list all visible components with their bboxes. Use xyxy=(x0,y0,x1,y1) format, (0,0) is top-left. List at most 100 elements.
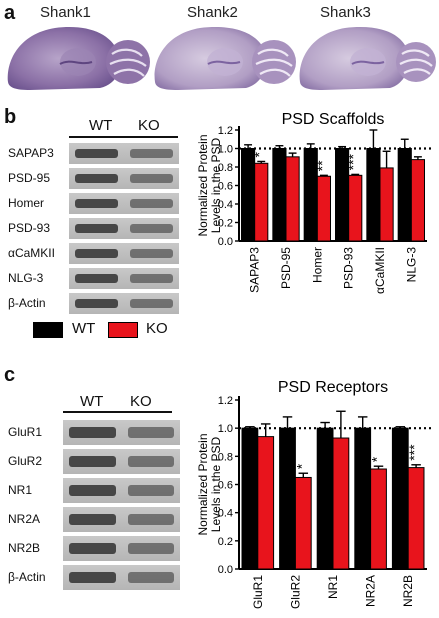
category-label: NLG-3 xyxy=(404,247,418,283)
ko-bar xyxy=(257,436,275,570)
significance-mark: * xyxy=(368,456,384,462)
panel-c-blot-label: NR2A xyxy=(8,511,41,526)
wt-bar xyxy=(354,427,372,570)
panel-c-blot-band xyxy=(69,427,116,438)
ko-bar xyxy=(370,468,387,570)
category-label: αCaMKII xyxy=(373,247,387,294)
panel-b-blot-band xyxy=(75,274,118,283)
panel-c-blot-band xyxy=(127,514,174,525)
panel-b-blot-band xyxy=(75,224,118,233)
panel-b-blot-label: Homer xyxy=(8,195,45,210)
panel-c-blot-band xyxy=(69,456,116,467)
panel-b-blot-strip xyxy=(69,218,179,239)
panel-c-letter: c xyxy=(4,364,16,386)
brain-sections-image xyxy=(7,27,436,90)
panel-b-blot-band xyxy=(130,174,173,183)
y-tick-label: 0.8 xyxy=(218,451,233,463)
significance-mark: * xyxy=(293,463,309,469)
panel-b-blot-strip xyxy=(69,268,179,289)
panel-b-ko-header: KO xyxy=(138,117,160,134)
y-tick-label: 1.2 xyxy=(218,395,233,407)
ko-bar xyxy=(410,159,425,242)
shank3-title: Shank3 xyxy=(320,4,371,21)
ko-bar xyxy=(285,156,300,242)
panel-b-blot-band xyxy=(75,174,118,183)
legend-ko-label: KO xyxy=(146,320,168,337)
panel-b-blot-band xyxy=(130,149,173,158)
wt-bar xyxy=(241,427,259,570)
legend-wt-label: WT xyxy=(72,320,96,337)
significance-mark: * xyxy=(251,151,267,157)
panel-b-blot-band xyxy=(75,149,118,158)
panel-b-blot-label: PSD-93 xyxy=(8,220,51,235)
category-label: GluR2 xyxy=(288,575,302,609)
panel-b-wt-header: WT xyxy=(89,117,113,134)
panel-b-blot-band xyxy=(75,299,118,308)
category-label: NR2B xyxy=(401,575,415,607)
panel-b-blot-label: β-Actin xyxy=(8,295,46,310)
wt-bar xyxy=(366,148,381,242)
chart-title: PSD Scaffolds xyxy=(282,111,385,128)
y-tick-label: 0.8 xyxy=(218,162,233,174)
panel-b-blot-label: NLG-3 xyxy=(8,270,44,285)
panel-c-blot-band xyxy=(127,456,174,467)
panel-c-blot-band xyxy=(69,514,116,525)
y-tick-label: 0.4 xyxy=(218,199,233,211)
y-tick-label: 0.0 xyxy=(218,236,233,248)
y-tick-label: 0.2 xyxy=(218,536,233,548)
category-label: NR1 xyxy=(326,575,340,599)
category-label: NR2A xyxy=(364,575,378,607)
panel-c-header-rule xyxy=(63,411,172,413)
wt-bar xyxy=(241,148,256,242)
shank2-section xyxy=(154,27,296,90)
panel-c-wt-header: WT xyxy=(80,393,104,410)
ko-bar xyxy=(316,175,331,242)
shank1-section xyxy=(7,27,150,90)
panel-b-blot-strip xyxy=(69,193,179,214)
y-tick-label: 1.2 xyxy=(218,125,233,137)
category-label: PSD-93 xyxy=(342,247,356,289)
y-tick-label: 0.0 xyxy=(218,564,233,576)
category-label: GluR1 xyxy=(251,575,265,609)
y-tick-label: 1.0 xyxy=(218,423,233,435)
ko-bar xyxy=(379,167,394,242)
y-tick-label: 0.6 xyxy=(218,181,233,193)
panel-c-blot-label: NR2B xyxy=(8,540,41,555)
panel-b-blot-strip xyxy=(69,293,179,314)
y-tick-label: 0.2 xyxy=(218,218,233,230)
ko-bar xyxy=(254,162,269,242)
ko-bar xyxy=(348,174,363,242)
panel-c-blot-band xyxy=(127,485,174,496)
panel-b-blot-band xyxy=(130,199,173,208)
panel-b-blot-strip xyxy=(69,143,179,164)
significance-mark: *** xyxy=(406,444,422,461)
panel-c-blot-band xyxy=(127,427,174,438)
y-tick-label: 0.4 xyxy=(218,508,233,520)
wt-bar xyxy=(316,427,334,570)
panel-b-blot-band xyxy=(130,274,173,283)
panel-c-blot-band xyxy=(127,543,174,554)
panel-b-blot-strip xyxy=(69,168,179,189)
shank3-section xyxy=(299,27,436,90)
y-axis-label: Normalized ProteinLevels in the PSD xyxy=(196,433,223,535)
chart-title: PSD Receptors xyxy=(278,379,388,396)
psd-receptors-chart: PSD Receptors Normalized ProteinLevels in… xyxy=(196,379,433,609)
psd-scaffolds-chart: PSD Scaffolds Normalized ProteinLevels in… xyxy=(196,111,433,294)
panel-b-blot-band xyxy=(130,299,173,308)
ko-bar xyxy=(407,467,425,570)
panel-b-blot-band xyxy=(75,249,118,258)
panel-b-header-rule xyxy=(69,136,178,138)
panel-b-letter: b xyxy=(4,106,17,128)
panel-a-letter: a xyxy=(4,2,16,24)
panel-c-blot-label: GluR1 xyxy=(8,424,43,439)
panel-c-blot-label: GluR2 xyxy=(8,453,43,468)
panel-c-blot-label: β-Actin xyxy=(8,569,46,584)
panel-c-blot-band xyxy=(69,543,116,554)
wt-bar xyxy=(397,148,412,242)
wt-bar xyxy=(272,148,287,242)
panel-b-blot-band xyxy=(75,199,118,208)
legend-ko-swatch xyxy=(108,322,138,338)
y-tick-label: 0.6 xyxy=(218,480,233,492)
panel-c-blot-band xyxy=(69,485,116,496)
panel-b-blot-strip xyxy=(69,243,179,264)
